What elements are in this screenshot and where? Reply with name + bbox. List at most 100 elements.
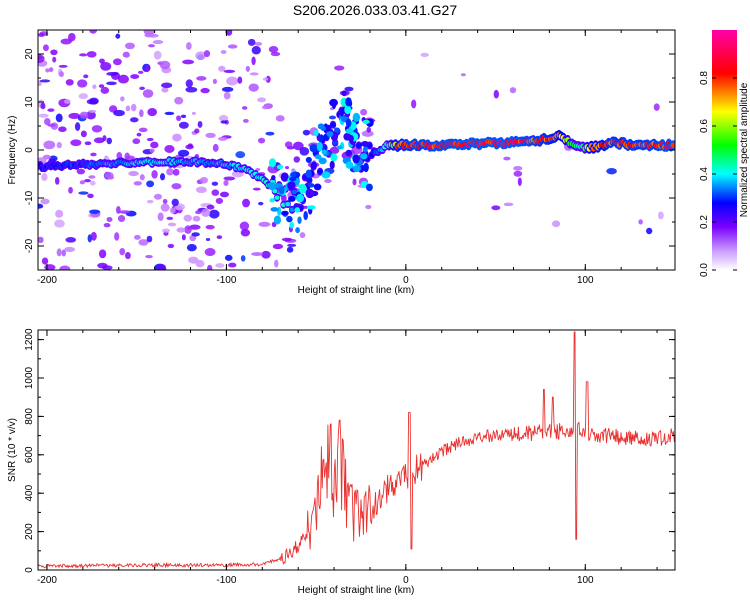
noise-cell [201, 208, 211, 217]
noise-cell [88, 209, 101, 214]
transition-patch [316, 141, 323, 152]
noise-cell [70, 139, 82, 147]
noise-cell [100, 61, 112, 71]
noise-cell [329, 146, 340, 155]
transition-patch [345, 161, 354, 169]
noise-cell [195, 259, 205, 268]
ridge-core [356, 143, 362, 148]
y-tick-label: 0 [24, 567, 35, 573]
noise-cell [157, 212, 164, 222]
noise-cell [52, 56, 57, 63]
noise-cell [99, 58, 105, 64]
transition-patch [348, 134, 354, 143]
noise-cell [61, 249, 66, 257]
transition-patch [317, 123, 325, 130]
noise-cell [281, 237, 293, 242]
noise-cell [195, 186, 207, 194]
noise-cell [159, 60, 171, 70]
y-tick-label: 800 [24, 408, 35, 425]
noise-cell [491, 205, 501, 211]
noise-cell [88, 109, 97, 113]
noise-cell [40, 102, 46, 110]
noise-cell [78, 191, 89, 195]
transition-patch [334, 127, 340, 133]
transition-patch [325, 124, 332, 132]
spectrogram-ylabel: Frequency (Hz) [7, 116, 18, 185]
noise-cell [44, 117, 51, 126]
noise-cell [302, 129, 311, 136]
noise-cell [646, 227, 653, 235]
transition-patch [339, 107, 344, 117]
figure-title: S206.2026.033.03.41.G27 [293, 2, 457, 18]
transition-patch [287, 181, 296, 191]
noise-cell [653, 103, 660, 111]
noise-cell [293, 141, 304, 151]
noise-cell [98, 249, 107, 259]
noise-cell [79, 180, 86, 185]
noise-cell [55, 176, 60, 185]
x-tick-label: 0 [403, 575, 409, 586]
transition-patch [362, 119, 370, 124]
noise-cell [203, 50, 211, 58]
noise-cell [334, 65, 345, 71]
transition-patch [289, 221, 295, 229]
transition-patch [305, 156, 312, 163]
x-tick-label: 0 [403, 275, 409, 286]
transition-patch [297, 216, 302, 224]
spectrogram-xlabel: Height of straight line (km) [298, 285, 415, 296]
noise-cell [223, 91, 231, 100]
transition-patch [313, 129, 319, 137]
noise-cell [218, 65, 226, 72]
noise-cell [223, 180, 229, 186]
noise-cell [251, 45, 261, 55]
noise-cell [638, 219, 643, 225]
noise-cell [221, 86, 234, 92]
noise-cell [188, 256, 199, 264]
noise-cell [268, 45, 279, 53]
noise-cell [93, 137, 105, 144]
transition-patch [363, 145, 368, 153]
snr-series-line [38, 331, 675, 569]
ridge-core [291, 189, 297, 195]
noise-cell [148, 44, 156, 48]
colorbar-tick-label: 0.4 [699, 167, 710, 181]
transition-patch [365, 183, 373, 192]
noise-cell [171, 198, 179, 207]
noise-cell [503, 202, 514, 207]
y-tick-label: 1000 [24, 366, 35, 389]
noise-cell [153, 193, 163, 200]
noise-cell [183, 214, 192, 222]
noise-cell [513, 165, 523, 171]
ridge-core [321, 145, 327, 150]
noise-cell [90, 152, 97, 157]
noise-cell [227, 44, 238, 49]
noise-cell [188, 224, 201, 230]
snr-x-axis: -200 -100 0 100 [37, 330, 658, 586]
noise-cell [169, 207, 176, 214]
noise-cell [220, 120, 227, 124]
transition-patch [268, 158, 277, 168]
noise-cell [89, 30, 97, 34]
noise-cell [258, 201, 264, 206]
noise-cell [139, 109, 144, 118]
noise-cell [87, 193, 94, 199]
noise-cell [366, 126, 372, 133]
noise-cell [146, 137, 154, 142]
transition-patch [330, 153, 338, 162]
noise-cell [162, 198, 168, 204]
noise-cell [149, 148, 155, 153]
noise-cell [192, 215, 201, 222]
transition-patch [267, 182, 277, 191]
noise-cell [218, 114, 229, 122]
noise-cell [58, 64, 68, 68]
transition-patch [321, 149, 327, 155]
noise-cell [167, 243, 175, 249]
y-tick-label: 0 [24, 147, 35, 153]
noise-cell [133, 181, 142, 186]
ridge-core [285, 201, 291, 207]
transition-patch [281, 210, 289, 216]
snr-y-axis: 0 200 400 600 800 1000 1200 [24, 328, 675, 573]
noise-cell [84, 141, 92, 146]
snr-xlabel: Height of straight line (km) [298, 585, 415, 596]
